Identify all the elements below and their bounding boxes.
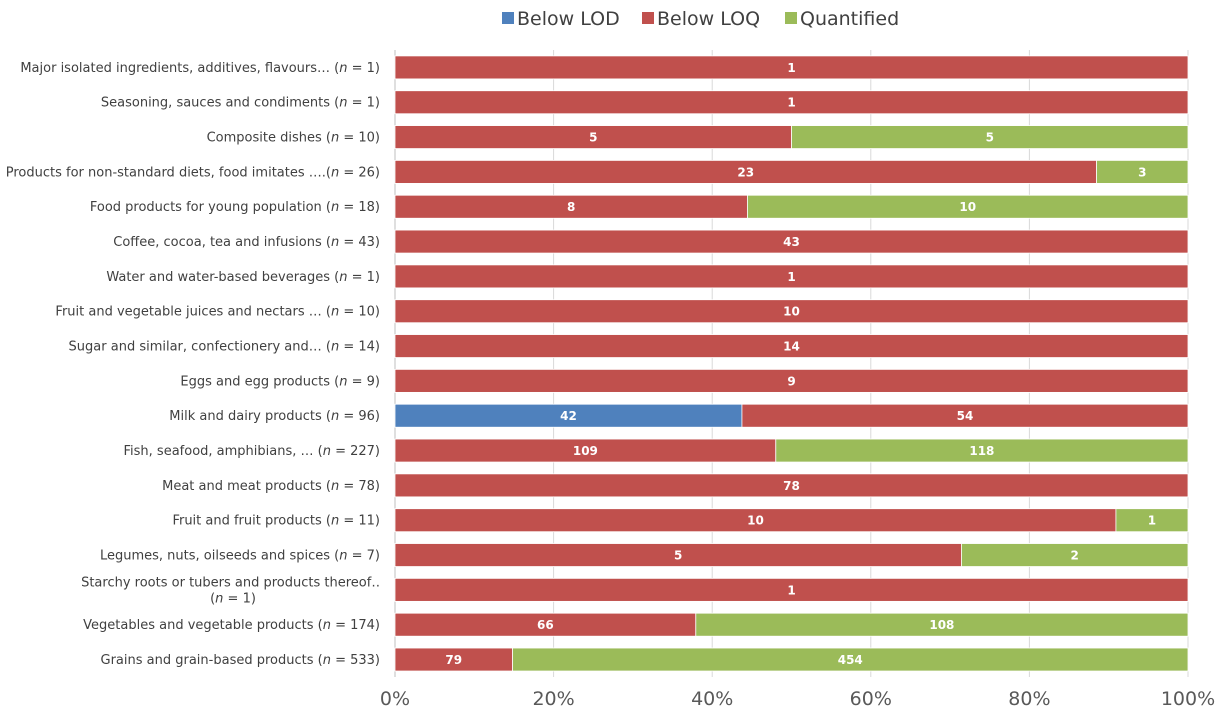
x-tick-label: 60% [850, 688, 892, 710]
data-label: 1 [787, 96, 795, 110]
data-label: 42 [560, 409, 577, 423]
category-label: Eggs and egg products (n = 9) [180, 374, 380, 389]
category-labels: Major isolated ingredients, additives, f… [6, 61, 380, 668]
x-axis-tick-labels: 0% 20% 40% 60% 80% 100% [380, 688, 1215, 710]
bar-segment [394, 577, 1189, 602]
category-label: Starchy roots or tubers and products the… [81, 575, 380, 590]
bar-segment [394, 229, 1189, 254]
legend-swatch [642, 12, 654, 24]
x-tick-label: 0% [380, 688, 410, 710]
x-tick-label: 40% [691, 688, 733, 710]
legend-item: Quantified [785, 8, 899, 30]
data-label: 43 [783, 235, 800, 249]
data-label: 10 [959, 200, 976, 214]
legend-item: Below LOD [502, 8, 620, 30]
category-label: (n = 1) [210, 591, 256, 606]
legend: Below LOD Below LOQ Quantified [502, 8, 899, 30]
category-label: Coffee, cocoa, tea and infusions (n = 43… [113, 235, 380, 250]
legend-swatch [502, 12, 514, 24]
x-tick-label: 100% [1161, 688, 1215, 710]
bar-segment [775, 438, 1189, 463]
data-label: 78 [783, 479, 800, 493]
bar-segment [1115, 508, 1189, 533]
legend-label: Below LOD [517, 8, 620, 30]
category-label: Food products for young population (n = … [90, 200, 380, 215]
bar-segment [961, 543, 1189, 567]
data-label: 108 [929, 618, 954, 632]
data-label: 5 [674, 549, 682, 563]
category-label: Major isolated ingredients, additives, f… [20, 61, 380, 76]
data-label: 9 [787, 374, 795, 388]
bar-segment [394, 299, 1189, 324]
category-label: Legumes, nuts, oilseeds and spices (n = … [100, 549, 380, 564]
legend-item: Below LOQ [642, 8, 760, 30]
data-label: 5 [589, 131, 597, 145]
category-label: Fish, seafood, amphibians, … (n = 227) [124, 444, 381, 459]
data-label: 1 [787, 270, 795, 284]
data-label: 1 [1148, 514, 1156, 528]
bar-segment [741, 403, 1189, 428]
bar-segment [394, 473, 1189, 498]
data-label: 118 [969, 444, 994, 458]
data-label: 14 [783, 340, 800, 354]
category-label: Grains and grain-based products (n = 533… [101, 653, 380, 668]
bars: 1 1 5 5 23 3 8 10 43 1 10 14 9 42 54 109 118 78 10 1 5 2 1 66 10… [394, 55, 1189, 672]
category-label: Meat and meat products (n = 78) [162, 479, 380, 494]
category-label: Fruit and vegetable juices and nectars …… [55, 305, 380, 320]
data-label: 8 [567, 200, 575, 214]
data-label: 3 [1138, 165, 1146, 179]
category-label: Vegetables and vegetable products (n = 1… [83, 618, 380, 633]
category-label: Seasoning, sauces and condiments (n = 1) [101, 96, 380, 111]
data-label: 454 [838, 653, 863, 667]
data-label: 23 [737, 165, 754, 179]
legend-label: Below LOQ [657, 8, 760, 30]
data-label: 2 [1071, 549, 1079, 563]
data-label: 10 [747, 514, 764, 528]
data-label: 54 [957, 409, 974, 423]
data-label: 1 [787, 583, 795, 597]
bar-segment [394, 334, 1189, 358]
bar-segment [695, 612, 1189, 637]
category-label: Fruit and fruit products (n = 11) [172, 514, 380, 529]
bar-segment [394, 90, 1189, 115]
bar-segment [512, 647, 1189, 672]
data-label: 5 [986, 131, 994, 145]
bar-segment [1096, 160, 1189, 184]
category-label: Products for non-standard diets, food im… [6, 165, 380, 180]
category-label: Sugar and similar, confectionery and… (n… [69, 340, 380, 355]
bar-segment [394, 55, 1189, 80]
category-label: Water and water-based beverages (n = 1) [106, 270, 380, 285]
data-label: 10 [783, 305, 800, 319]
bar-segment [791, 125, 1189, 149]
data-label: 66 [537, 618, 554, 632]
category-label: Milk and dairy products (n = 96) [169, 409, 380, 424]
legend-swatch [785, 12, 797, 24]
data-label: 109 [573, 444, 598, 458]
gridlines [394, 50, 1189, 677]
bar-segment [394, 368, 1189, 393]
data-label: 1 [787, 61, 795, 75]
x-tick-label: 20% [532, 688, 574, 710]
bar-segment [394, 264, 1189, 289]
legend-label: Quantified [800, 8, 899, 30]
bar-segment [747, 194, 1189, 219]
x-tick-label: 80% [1008, 688, 1050, 710]
data-label: 79 [445, 653, 462, 667]
category-label: Composite dishes (n = 10) [207, 131, 380, 146]
